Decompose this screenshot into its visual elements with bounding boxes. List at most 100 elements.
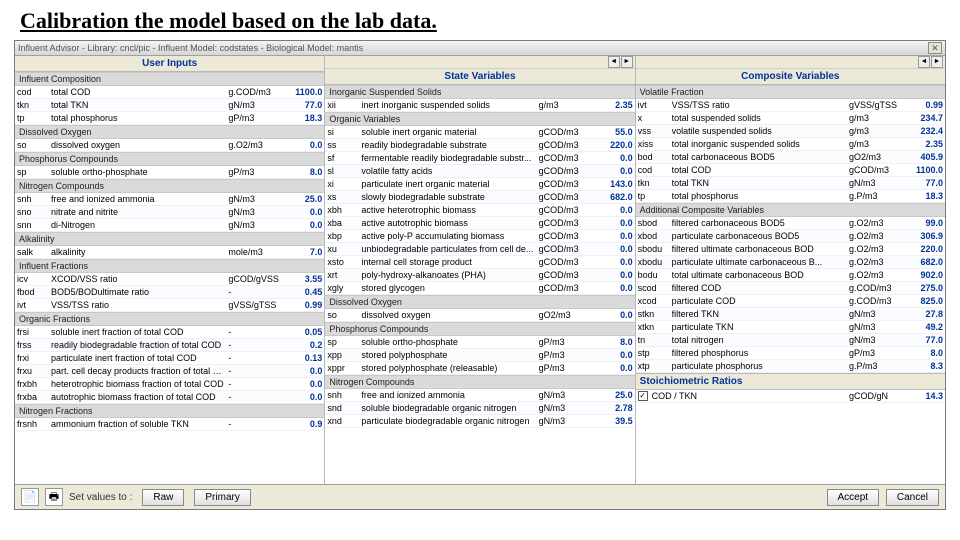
row-unit: gO2/m3 [849, 152, 905, 162]
row-desc: readily biodegradable fraction of total … [51, 340, 228, 350]
table-row[interactable]: sbodfiltered carbonaceous BOD5g.O2/m399.… [636, 217, 945, 230]
table-row[interactable]: xsslowly biodegradable substrategCOD/m36… [325, 191, 634, 204]
table-row[interactable]: tptotal phosphorusgP/m318.3 [15, 112, 324, 125]
table-row[interactable]: spsoluble ortho-phosphategP/m38.0 [15, 166, 324, 179]
table-row[interactable]: xiparticulate inert organic materialgCOD… [325, 178, 634, 191]
table-row[interactable]: sbodufiltered ultimate carbonaceous BODg… [636, 243, 945, 256]
table-row[interactable]: icvXCOD/VSS ratiogCOD/gVSS3.55 [15, 273, 324, 286]
table-row[interactable]: ssreadily biodegradable substrategCOD/m3… [325, 139, 634, 152]
table-row[interactable]: sndsoluble biodegradable organic nitroge… [325, 402, 634, 415]
table-row[interactable]: tntotal nitrogengN/m377.0 [636, 334, 945, 347]
row-desc: filtered phosphorus [672, 348, 849, 358]
row-desc: soluble ortho-phosphate [51, 167, 228, 177]
table-row[interactable]: slvolatile fatty acidsgCOD/m30.0 [325, 165, 634, 178]
table-row[interactable]: frssreadily biodegradable fraction of to… [15, 339, 324, 352]
table-row[interactable]: snndi-NitrogengN/m30.0 [15, 219, 324, 232]
checkbox-icon[interactable]: ✓ [638, 391, 648, 401]
table-row[interactable]: frxbhheterotrophic biomass fraction of t… [15, 378, 324, 391]
section-header: Nitrogen Compounds [325, 375, 634, 389]
row-unit: g.COD/m3 [849, 296, 905, 306]
table-row[interactable]: sffermentable readily biodegradable subs… [325, 152, 634, 165]
table-row[interactable]: xtotal suspended solidsg/m3234.7 [636, 112, 945, 125]
row-value: 8.3 [905, 361, 943, 371]
row-code: x [638, 113, 672, 123]
table-row[interactable]: frsisoluble inert fraction of total COD-… [15, 326, 324, 339]
table-row[interactable]: frxupart. cell decay products fraction o… [15, 365, 324, 378]
table-row[interactable]: sisoluble inert organic materialgCOD/m35… [325, 126, 634, 139]
row-value: 0.0 [595, 363, 633, 373]
table-row[interactable]: stpfiltered phosphorusgP/m38.0 [636, 347, 945, 360]
scroll-right-icon[interactable]: ► [931, 56, 943, 68]
row-desc: total ultimate carbonaceous BOD [672, 270, 849, 280]
close-button[interactable]: ✕ [928, 42, 942, 54]
accept-button[interactable]: Accept [827, 489, 880, 506]
copy-icon[interactable]: 📄 [21, 488, 39, 506]
table-row[interactable]: spsoluble ortho-phosphategP/m38.0 [325, 336, 634, 349]
table-row[interactable]: sodissolved oxygengO2/m30.0 [325, 309, 634, 322]
raw-button[interactable]: Raw [142, 489, 184, 506]
table-row[interactable]: tkntotal TKNgN/m377.0 [15, 99, 324, 112]
table-row[interactable]: bodutotal ultimate carbonaceous BODg.O2/… [636, 269, 945, 282]
row-value: 0.13 [284, 353, 322, 363]
table-row[interactable]: salkalkalinitymole/m37.0 [15, 246, 324, 259]
section-header: Volatile Fraction [636, 85, 945, 99]
table-row[interactable]: snhfree and ionized ammoniagN/m325.0 [15, 193, 324, 206]
table-row[interactable]: codtotal CODg.COD/m31100.0 [15, 86, 324, 99]
table-row[interactable]: vssvolatile suspended solidsg/m3232.4 [636, 125, 945, 138]
table-row[interactable]: xboduparticulate ultimate carbonaceous B… [636, 256, 945, 269]
table-row[interactable]: xcodparticulate CODg.COD/m3825.0 [636, 295, 945, 308]
table-row[interactable]: xiiinert inorganic suspended solidsg/m32… [325, 99, 634, 112]
print-icon[interactable]: 🖶 [45, 488, 63, 506]
table-row[interactable]: xtknparticulate TKNgN/m349.2 [636, 321, 945, 334]
row-value: 306.9 [905, 231, 943, 241]
table-row[interactable]: xbpactive poly-P accumulating biomassgCO… [325, 230, 634, 243]
cancel-button[interactable]: Cancel [886, 489, 939, 506]
table-row[interactable]: xstointernal cell storage productgCOD/m3… [325, 256, 634, 269]
table-row[interactable]: xbaactive autotrophic biomassgCOD/m30.0 [325, 217, 634, 230]
row-desc: alkalinity [51, 247, 228, 257]
stoich-row[interactable]: ✓COD / TKNgCOD/gN14.3 [636, 390, 945, 403]
row-desc: BOD5/BODultimate ratio [51, 287, 228, 297]
scroll-left-icon[interactable]: ◄ [918, 56, 930, 68]
table-row[interactable]: xtpparticulate phosphorusg.P/m38.3 [636, 360, 945, 373]
table-row[interactable]: tkntotal TKNgN/m377.0 [636, 177, 945, 190]
table-row[interactable]: codtotal CODgCOD/m31100.0 [636, 164, 945, 177]
table-row[interactable]: snonitrate and nitritegN/m30.0 [15, 206, 324, 219]
table-row[interactable]: xbhactive heterotrophic biomassgCOD/m30.… [325, 204, 634, 217]
table-row[interactable]: sodissolved oxygeng.O2/m30.0 [15, 139, 324, 152]
table-row[interactable]: xrtpoly-hydroxy-alkanoates (PHA)gCOD/m30… [325, 269, 634, 282]
table-row[interactable]: xglystored glycogengCOD/m30.0 [325, 282, 634, 295]
scroll-right-icon[interactable]: ► [621, 56, 633, 68]
primary-button[interactable]: Primary [194, 489, 250, 506]
table-row[interactable]: frxiparticulate inert fraction of total … [15, 352, 324, 365]
row-desc: di-Nitrogen [51, 220, 228, 230]
table-row[interactable]: fbodBOD5/BODultimate ratio-0.45 [15, 286, 324, 299]
table-row[interactable]: xpprstored polyphosphate (releasable)gP/… [325, 362, 634, 375]
row-value: 220.0 [905, 244, 943, 254]
table-row[interactable]: frsnhammonium fraction of soluble TKN-0.… [15, 418, 324, 431]
table-row[interactable]: ivtVSS/TSS ratiogVSS/gTSS0.99 [636, 99, 945, 112]
table-row[interactable]: xbodparticulate carbonaceous BOD5g.O2/m3… [636, 230, 945, 243]
row-value: 18.3 [284, 113, 322, 123]
table-row[interactable]: xuunbiodegradable particulates from cell… [325, 243, 634, 256]
row-desc: XCOD/VSS ratio [51, 274, 228, 284]
table-row[interactable]: stknfiltered TKNgN/m327.8 [636, 308, 945, 321]
row-desc: soluble ortho-phosphate [361, 337, 538, 347]
row-code: xpp [327, 350, 361, 360]
table-row[interactable]: xisstotal inorganic suspended solidsg/m3… [636, 138, 945, 151]
table-row[interactable]: frxbaautotrophic biomass fraction of tot… [15, 391, 324, 404]
table-row[interactable]: snhfree and ionized ammoniagN/m325.0 [325, 389, 634, 402]
table-row[interactable]: xndparticulate biodegradable organic nit… [325, 415, 634, 428]
pane-state-variables: ◄ ► State Variables Inorganic Suspended … [325, 56, 635, 484]
table-row[interactable]: bodtotal carbonaceous BOD5gO2/m3405.9 [636, 151, 945, 164]
table-row[interactable]: tptotal phosphorusg.P/m318.3 [636, 190, 945, 203]
table-row[interactable]: xppstored polyphosphategP/m30.0 [325, 349, 634, 362]
table-row[interactable]: ivtVSS/TSS ratiogVSS/gTSS0.99 [15, 299, 324, 312]
table-row[interactable]: scodfiltered CODg.COD/m3275.0 [636, 282, 945, 295]
row-unit: gCOD/gVSS [228, 274, 284, 284]
row-unit: g.O2/m3 [849, 218, 905, 228]
row-code: xbh [327, 205, 361, 215]
row-desc: heterotrophic biomass fraction of total … [51, 379, 228, 389]
scroll-left-icon[interactable]: ◄ [608, 56, 620, 68]
row-code: snn [17, 220, 51, 230]
